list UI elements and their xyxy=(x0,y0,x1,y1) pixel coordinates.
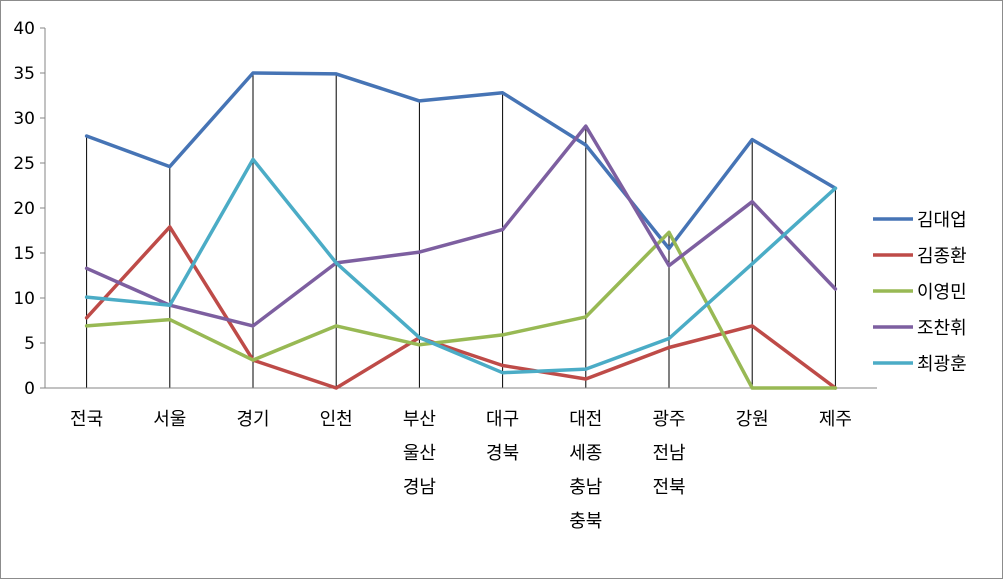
x-category-line: 부산 xyxy=(403,409,436,430)
x-category-line: 울산 xyxy=(403,443,436,464)
x-category-line: 인천 xyxy=(320,409,353,430)
y-tick-label: 10 xyxy=(13,289,35,309)
x-category-label: 서울 xyxy=(153,409,186,430)
x-category-label: 강원 xyxy=(736,409,769,430)
x-category-line: 대구 xyxy=(486,409,519,430)
legend-label: 이영민 xyxy=(917,282,967,303)
series-line-2 xyxy=(84,225,838,390)
y-tick-label: 40 xyxy=(13,19,35,39)
x-category-line: 강원 xyxy=(736,409,769,430)
x-category-line: 전북 xyxy=(652,477,685,498)
series-line-4 xyxy=(84,124,838,328)
x-category-line: 경북 xyxy=(486,443,519,464)
x-category-line: 경남 xyxy=(403,477,436,498)
drop-lines xyxy=(86,73,836,388)
series-line-1 xyxy=(84,71,838,251)
x-category-line: 충남 xyxy=(569,477,602,498)
y-axis: 0 5 10 15 20 25 30 35 40 xyxy=(13,19,46,399)
x-category-line: 서울 xyxy=(153,409,186,430)
x-category-line: 경기 xyxy=(236,409,269,430)
legend-label: 조찬휘 xyxy=(917,318,967,339)
x-category-line: 광주 xyxy=(652,409,685,430)
y-tick-label: 35 xyxy=(13,64,35,84)
y-tick-label: 5 xyxy=(24,334,35,354)
x-category-line: 제주 xyxy=(819,409,852,430)
legend-label: 김대업 xyxy=(917,210,967,231)
x-category-label: 인천 xyxy=(320,409,353,430)
series-line-3 xyxy=(84,230,838,390)
y-tick-label: 20 xyxy=(13,199,35,219)
x-category-line: 전남 xyxy=(652,443,685,464)
legend-label: 최광훈 xyxy=(917,354,967,375)
series-line-5 xyxy=(84,157,838,375)
y-tick-label: 25 xyxy=(13,154,35,174)
x-category-label: 제주 xyxy=(819,409,852,430)
legend-label: 김종환 xyxy=(917,246,967,267)
x-category-line: 대전 xyxy=(569,409,602,430)
x-category-line: 세종 xyxy=(569,443,602,464)
y-tick-label: 15 xyxy=(13,244,35,264)
x-category-line: 충북 xyxy=(569,511,602,532)
x-category-line: 전국 xyxy=(70,409,103,430)
series-lines xyxy=(84,71,838,390)
x-category-label: 전국 xyxy=(70,409,103,430)
y-tick-label: 30 xyxy=(13,109,35,129)
y-tick-label: 0 xyxy=(24,379,35,399)
x-category-label: 경기 xyxy=(236,409,269,430)
